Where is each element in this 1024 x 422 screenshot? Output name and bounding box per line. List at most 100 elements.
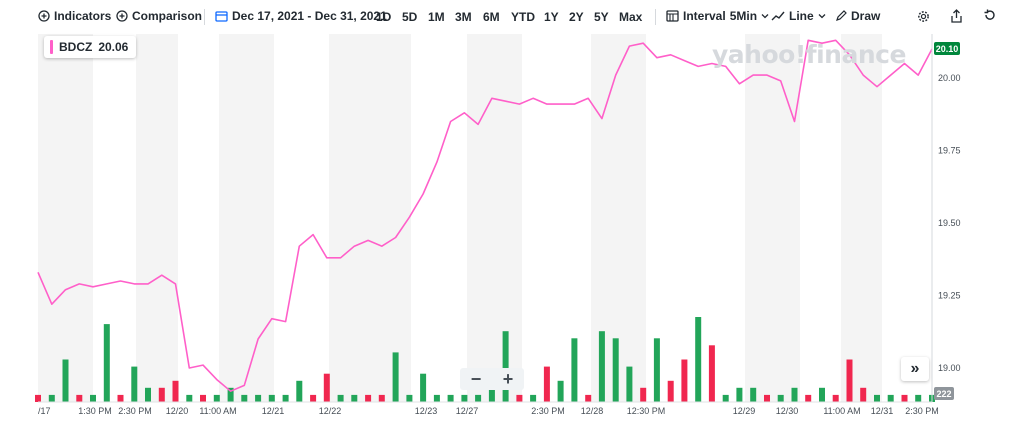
session-band [136, 34, 178, 402]
range-max-button[interactable]: Max [619, 10, 643, 24]
chevron-down-icon [761, 13, 769, 19]
x-tick-label: 12/29 [733, 406, 756, 416]
price-chart[interactable]: 20.00 19.75 19.50 19.25 19.00 /17 1:30 PM 2:30… [0, 34, 1024, 422]
volume-bar [186, 394, 193, 402]
volume-bar [268, 394, 275, 402]
reset-icon[interactable] [983, 9, 996, 23]
x-tick-label: 2:30 PM [118, 406, 152, 416]
volume-tag: 222 [934, 387, 954, 400]
x-tick-label: 12/27 [456, 406, 479, 416]
volume-bar [708, 345, 715, 402]
volume-bar [420, 373, 427, 402]
range-5y-button[interactable]: 5Y [594, 10, 609, 24]
volume-bar [461, 394, 468, 402]
volume-bar [447, 394, 454, 402]
volume-bar [35, 394, 41, 402]
volume-bar [832, 394, 839, 402]
volume-bar [819, 387, 825, 402]
zoom-controls: − + [460, 368, 524, 390]
volume-bar [117, 394, 124, 402]
range-1m-button[interactable]: 1M [428, 10, 445, 24]
settings-gear-icon[interactable] [917, 10, 930, 23]
share-icon[interactable] [950, 9, 963, 23]
x-tick-label: 2:30 PM [531, 406, 565, 416]
range-5d-button[interactable]: 5D [402, 10, 418, 24]
volume-bar [860, 387, 867, 402]
volume-bar [227, 387, 234, 402]
indicators-button[interactable]: Indicators [38, 9, 111, 23]
volume-bar [736, 387, 743, 402]
series-color-swatch [50, 40, 53, 54]
draw-button[interactable]: Draw [835, 9, 880, 23]
volume-bar [172, 380, 179, 403]
volume-bar [901, 394, 908, 402]
toolbar-divider [204, 9, 205, 25]
volume-bar [791, 387, 798, 402]
chart-type-label: Line [789, 9, 814, 23]
volume-bar [695, 317, 702, 402]
chart-area[interactable]: 20.00 19.75 19.50 19.25 19.00 /17 1:30 PM 2:30… [0, 34, 1024, 422]
volume-bar [282, 394, 289, 402]
plus-circle-icon [116, 10, 128, 22]
date-range-label: Dec 17, 2021 - Dec 31, 2021 [232, 9, 387, 23]
volume-bar [612, 338, 619, 403]
zoom-in-button[interactable]: + [502, 369, 514, 389]
interval-dropdown[interactable]: Interval 5Min [666, 9, 769, 23]
volume-bar [667, 380, 674, 403]
comparison-label: Comparison [132, 9, 203, 23]
volume-bar [530, 394, 537, 402]
volume-bar [296, 380, 303, 403]
volume-bar [351, 394, 358, 402]
chart-type-dropdown[interactable]: Line [771, 9, 826, 23]
volume-bar [805, 394, 812, 402]
volume-bar [598, 331, 605, 402]
price-line-series [37, 39, 933, 393]
range-3m-button[interactable]: 3M [455, 10, 472, 24]
session-band [467, 34, 522, 402]
range-2y-button[interactable]: 2Y [569, 10, 584, 24]
zoom-out-button[interactable]: − [470, 369, 482, 389]
volume-bar [103, 324, 110, 402]
volume-bar [915, 394, 922, 402]
date-range-button[interactable]: Dec 17, 2021 - Dec 31, 2021 [215, 9, 387, 23]
volume-bar [145, 387, 151, 402]
volume-bar [378, 394, 385, 402]
series-value: 20.06 [98, 40, 129, 54]
series-legend[interactable]: BDCZ 20.06 [44, 36, 137, 58]
volume-bar [406, 394, 413, 402]
plus-circle-icon [38, 10, 50, 22]
range-1y-button[interactable]: 1Y [544, 10, 559, 24]
last-price-tag: 20.10 [934, 42, 960, 55]
volume-bar [543, 366, 550, 402]
range-1d-button[interactable]: 1D [376, 10, 392, 24]
volume-bar [640, 387, 647, 402]
x-tick-label: /17 [38, 406, 51, 416]
range-ytd-button[interactable]: YTD [511, 10, 535, 24]
comparison-button[interactable]: Comparison [116, 9, 202, 23]
yahoo-finance-watermark: yahoo!finance [712, 40, 906, 69]
volume-bar [241, 394, 248, 402]
interval-value: 5Min [729, 9, 758, 23]
x-tick-label: 12:30 PM [627, 406, 666, 416]
x-tick-label: 11:00 AM [823, 406, 860, 416]
calendar-icon [215, 10, 228, 22]
volume-bar [323, 373, 330, 402]
volume-bar [750, 387, 757, 402]
toolbar-divider [655, 9, 656, 25]
x-tick-label: 12/21 [262, 406, 285, 416]
range-6m-button[interactable]: 6M [483, 10, 500, 24]
y-tick-label: 19.75 [938, 146, 961, 156]
x-tick-label: 2:30 PM [905, 406, 939, 416]
volume-bar [76, 394, 83, 402]
scroll-to-latest-button[interactable]: » [901, 357, 929, 381]
y-tick-label: 20.00 [938, 73, 961, 83]
volume-bar [475, 394, 482, 402]
interval-label: Interval [683, 9, 726, 23]
volume-bar [131, 366, 138, 402]
volume-bar [365, 394, 372, 402]
volume-bar [213, 394, 220, 402]
volume-bar [200, 394, 206, 402]
interval-icon [666, 10, 679, 22]
volume-bar [433, 394, 440, 402]
series-symbol: BDCZ [59, 40, 93, 54]
